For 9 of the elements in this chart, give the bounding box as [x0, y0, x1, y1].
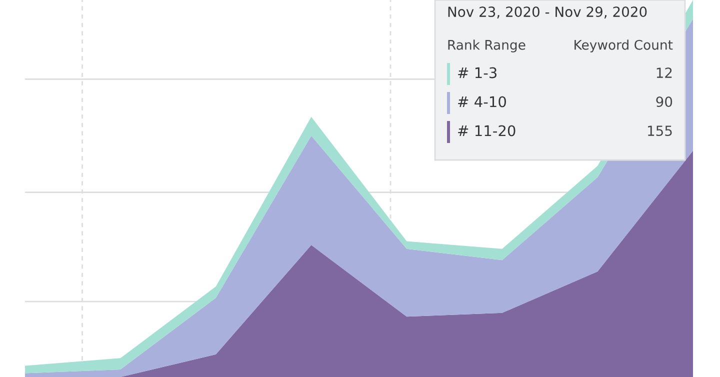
legend-label: # 4-10 [458, 96, 506, 108]
annotation: 12 [656, 68, 672, 78]
annotation: Rank Range [448, 40, 526, 52]
annotation: Nov 23, 2020 - Nov 29, 2020 [448, 6, 647, 18]
annotation: 90 [656, 96, 672, 108]
legend-label: # 11-20 [458, 125, 516, 136]
annotation: 155 [648, 126, 672, 136]
annotation: Keyword Count [574, 40, 673, 52]
legend-label: # 1-3 [458, 67, 497, 78]
